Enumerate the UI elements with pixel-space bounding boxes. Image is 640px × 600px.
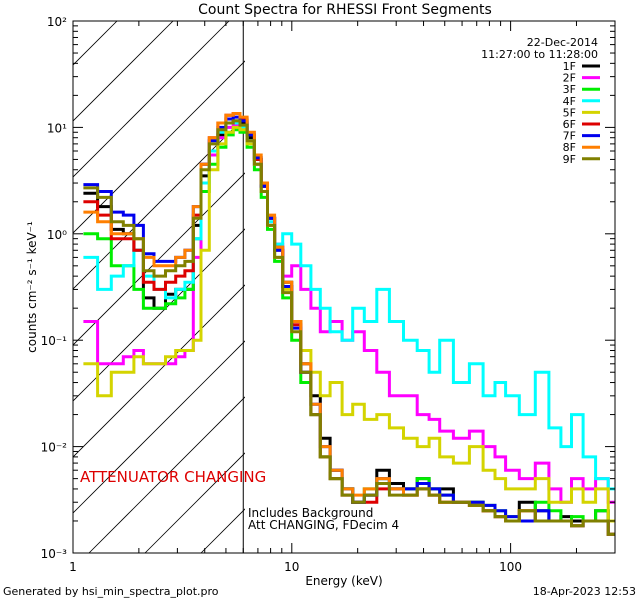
legend-label: 6F [563, 118, 576, 131]
legend-label: 9F [563, 153, 576, 166]
x-tick-label: 100 [499, 560, 522, 574]
hatch-line [73, 21, 230, 178]
y-tick-label: 10¹ [47, 121, 67, 135]
x-axis-ticks: 1 10 100 [69, 21, 616, 574]
footer-timestamp: 18-Apr-2023 12:53 [533, 585, 636, 598]
plot-frame [72, 20, 616, 554]
legend-label: 1F [563, 60, 576, 73]
hatch-line [73, 21, 174, 122]
y-tick-label: 10⁰ [47, 228, 67, 242]
x-tick-label: 1 [69, 560, 77, 574]
legend-label: 7F [563, 130, 576, 143]
y-tick-label: 10² [47, 15, 67, 29]
hatch-line [73, 21, 118, 66]
y-tick-label: 10⁻¹ [41, 334, 68, 348]
time-range-label: 11:27:00 to 11:28:00 [481, 48, 598, 61]
legend-label: 5F [563, 106, 576, 119]
series-layer [83, 112, 615, 536]
hatch-line [73, 340, 245, 514]
hatch-line [257, 0, 640, 553]
note-background: Includes Background [248, 506, 373, 520]
series-9F [83, 119, 615, 536]
date-label: 22-Dec-2014 [527, 36, 598, 49]
attenuator-label: ATTENUATOR CHANGING [80, 468, 266, 486]
x-axis-label: Energy (keV) [305, 574, 382, 588]
y-axis-label: counts cm⁻² s⁻¹ keV⁻¹ [25, 221, 39, 353]
legend-label: 4F [563, 95, 576, 108]
footer-generated-by: Generated by hsi_min_spectra_plot.pro [3, 585, 219, 598]
chart-title: Count Spectra for RHESSI Front Segments [198, 2, 492, 18]
legend-label: 2F [563, 72, 576, 85]
series-4F [83, 121, 615, 491]
legend-label: 8F [563, 141, 576, 154]
y-tick-label: 10⁻³ [41, 547, 68, 561]
y-axis-ticks: 10² 10¹ 10⁰ 10⁻¹ 10⁻² 10⁻³ [41, 15, 615, 561]
hatch-line [73, 284, 245, 458]
hatch-line [73, 116, 245, 290]
note-attenuator: Att CHANGING, FDecim 4 [248, 518, 399, 532]
y-tick-label: 10⁻² [41, 441, 68, 455]
hatch-line [73, 172, 245, 346]
attenuator-hatch-region [73, 0, 640, 553]
hatch-line [88, 396, 245, 553]
x-tick-label: 10 [284, 560, 299, 574]
hatch-line [73, 228, 245, 402]
legend-label: 3F [563, 83, 576, 96]
